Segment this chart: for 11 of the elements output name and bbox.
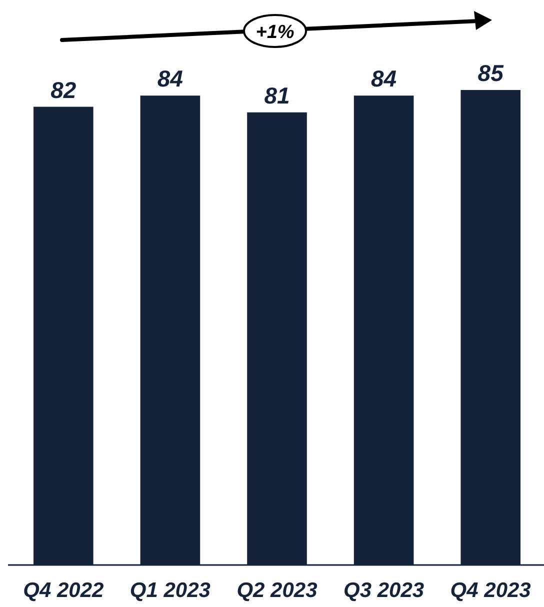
x-tick-label: Q4 2022	[23, 579, 104, 602]
data-label: 81	[264, 82, 290, 108]
data-label: 84	[157, 66, 184, 92]
data-label: 82	[50, 76, 76, 103]
x-tick-label: Q4 2023	[450, 579, 532, 602]
text: +1%	[256, 22, 294, 43]
data-label: 84	[371, 66, 397, 92]
x-tick-label: Q1 2023	[130, 579, 211, 602]
data-label: 85	[478, 60, 505, 86]
x-tick-label: Q3 2023	[344, 579, 424, 602]
x-tick-label: Q2 2023	[236, 579, 318, 602]
